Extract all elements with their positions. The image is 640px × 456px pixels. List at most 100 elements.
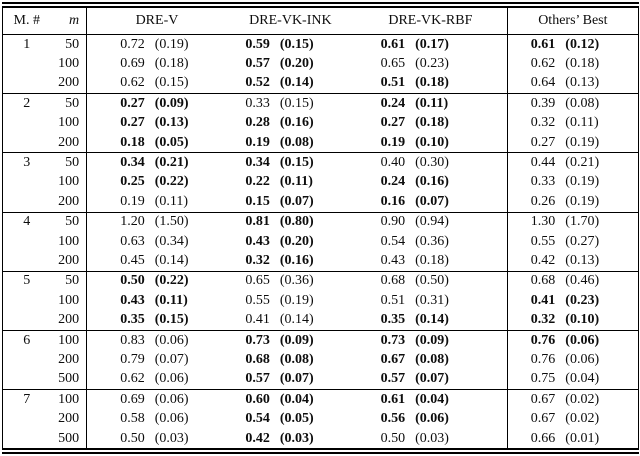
value-cell: 0.90 (380, 214, 406, 230)
value-cell: 0.28 (245, 115, 270, 131)
sample-size-cell: 100 (50, 231, 88, 252)
value-cell: 0.34 (120, 155, 145, 171)
value-cell: 0.67 (380, 351, 406, 367)
model-number-cell (3, 370, 51, 390)
value-cell: 0.75 (506, 369, 560, 390)
value-cell: 0.57 (245, 371, 270, 387)
value-cell: 0.81 (245, 214, 270, 230)
std-cell: (0.07) (415, 371, 449, 387)
sample-size-cell: 100 (50, 291, 88, 311)
value-cell: 0.65 (380, 56, 406, 72)
value-cell: 0.54 (380, 233, 406, 249)
std-cell: (0.46) (565, 273, 600, 289)
model-number-cell (3, 192, 51, 212)
std-cell: (0.36) (279, 273, 314, 289)
value-cell: 1.30 (506, 212, 560, 232)
table-row: 5 50 0.50 (0.22) 0.65 (0.36) 0.68 (0.50) 0.68 (0.… (2, 271, 639, 292)
value-cell: 0.27 (506, 132, 560, 153)
col-header-dre-v: DRE-V (135, 13, 179, 28)
value-cell: 0.73 (245, 332, 270, 348)
std-cell: (0.18) (415, 252, 449, 268)
std-cell: (0.36) (415, 233, 449, 249)
value-cell: 0.65 (245, 273, 270, 289)
value-cell: 0.26 (506, 192, 560, 213)
std-cell: (0.19) (565, 174, 600, 190)
value-cell: 0.61 (380, 36, 406, 52)
std-cell: (0.10) (415, 134, 449, 150)
std-cell: (0.94) (415, 214, 449, 230)
value-cell: 0.32 (506, 310, 560, 331)
value-cell: 0.42 (245, 430, 270, 446)
sample-size-cell: 50 (50, 212, 88, 232)
value-cell: 0.18 (120, 134, 145, 150)
model-number-cell (3, 291, 51, 310)
value-cell: 0.62 (506, 54, 560, 74)
sample-size-cell: 500 (50, 428, 88, 452)
value-cell: 0.67 (506, 409, 560, 429)
model-number-cell (3, 409, 51, 428)
value-cell: 0.41 (245, 312, 270, 328)
sample-size-cell: 200 (50, 73, 88, 94)
std-cell: (0.11) (415, 95, 449, 111)
std-cell: (0.01) (565, 430, 600, 446)
sample-size-cell: 100 (50, 54, 88, 74)
value-cell: 0.34 (245, 155, 270, 171)
sample-size-cell: 200 (50, 350, 88, 370)
value-cell: 0.57 (245, 56, 270, 72)
std-cell: (0.07) (279, 193, 314, 209)
value-cell: 0.27 (120, 95, 145, 111)
std-cell: (0.19) (565, 134, 600, 150)
value-cell: 0.68 (506, 271, 560, 292)
std-cell: (0.12) (565, 36, 600, 52)
value-cell: 0.32 (245, 252, 270, 268)
sample-size-cell: 200 (50, 310, 88, 331)
std-cell: (0.15) (154, 312, 189, 328)
table-row: 200 0.19 (0.11) 0.15 (0.07) 0.16 (0.07) 0.26 (0.… (3, 192, 639, 213)
std-cell: (0.23) (415, 56, 449, 72)
std-cell: (0.13) (154, 115, 189, 131)
sample-size-cell: 500 (50, 369, 88, 390)
std-cell: (0.03) (279, 430, 314, 446)
table-row: 200 0.62 (0.15) 0.52 (0.14) 0.51 (0.18) 0.64 (0.… (3, 73, 639, 94)
value-cell: 0.76 (506, 350, 560, 370)
model-number-cell: 1 (23, 36, 31, 52)
std-cell: (0.30) (415, 155, 449, 171)
value-cell: 0.22 (245, 174, 270, 190)
value-cell: 0.19 (120, 193, 145, 209)
value-cell: 0.33 (245, 95, 270, 111)
std-cell: (0.11) (154, 292, 188, 308)
std-cell: (0.07) (279, 371, 314, 387)
std-cell: (0.16) (415, 174, 449, 190)
value-cell: 0.55 (245, 292, 270, 308)
std-cell: (0.14) (279, 312, 314, 328)
std-cell: (0.09) (154, 95, 189, 111)
table-row: 100 0.43 (0.11) 0.55 (0.19) 0.51 (0.31) 0.41 (0.… (3, 291, 639, 311)
table-row: 500 0.50 (0.03) 0.42 (0.03) 0.50 (0.03) 0.66 (0.… (3, 428, 639, 452)
value-cell: 0.24 (380, 174, 406, 190)
std-cell: (0.18) (154, 56, 189, 72)
std-cell: (0.07) (415, 193, 449, 209)
value-cell: 0.51 (380, 75, 406, 91)
std-cell: (0.27) (565, 233, 600, 249)
std-cell: (0.06) (565, 351, 600, 367)
value-cell: 0.24 (380, 95, 406, 111)
std-cell: (0.14) (415, 312, 449, 328)
std-cell: (0.22) (154, 273, 189, 289)
table-row: 6 100 0.83 (0.06) 0.73 (0.09) 0.73 (0.09) 0.76 (0… (2, 330, 639, 351)
sample-size-cell: 100 (50, 172, 88, 193)
model-number-cell: 7 (23, 391, 31, 407)
value-cell: 0.55 (506, 231, 560, 252)
std-cell: (0.11) (279, 174, 313, 190)
m-symbol: m (68, 13, 80, 28)
std-cell: (0.50) (415, 273, 449, 289)
sample-size-cell: 200 (50, 132, 88, 153)
sample-size-cell: 200 (50, 192, 88, 213)
std-cell: (0.04) (565, 371, 600, 387)
table-row: 200 0.45 (0.14) 0.32 (0.16) 0.43 (0.18) 0.42 (0.… (3, 251, 639, 272)
std-cell: (0.16) (279, 252, 314, 268)
table-row: 100 0.63 (0.34) 0.43 (0.20) 0.54 (0.36) 0.55 (0.… (3, 231, 639, 252)
std-cell: (0.80) (279, 214, 314, 230)
model-number-cell: 3 (23, 155, 31, 171)
std-cell: (0.06) (565, 332, 600, 348)
